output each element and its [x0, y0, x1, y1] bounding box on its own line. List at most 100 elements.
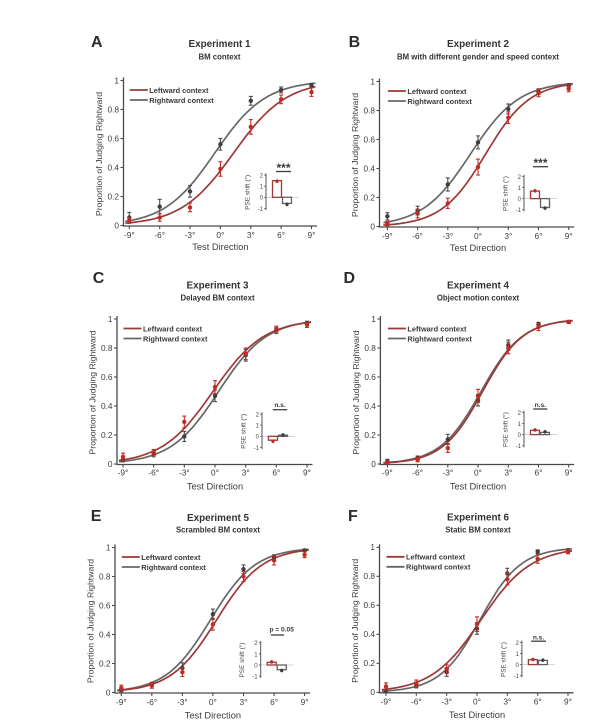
- svg-text:0.6: 0.6: [363, 134, 375, 144]
- svg-text:-6°: -6°: [411, 697, 422, 707]
- svg-text:0: 0: [518, 196, 522, 203]
- svg-text:0.2: 0.2: [99, 658, 111, 668]
- svg-text:2: 2: [256, 412, 260, 419]
- svg-text:Proportion of Judging Rightwar: Proportion of Judging Rightward: [86, 559, 96, 683]
- svg-text:2: 2: [518, 174, 522, 181]
- svg-text:n.s.: n.s.: [274, 402, 286, 409]
- svg-text:-1: -1: [513, 673, 519, 680]
- svg-text:1: 1: [518, 185, 522, 192]
- svg-text:***: ***: [276, 161, 290, 175]
- svg-text:Test Direction: Test Direction: [450, 482, 506, 492]
- svg-text:0°: 0°: [209, 697, 217, 707]
- svg-text:0.8: 0.8: [364, 343, 376, 353]
- svg-text:Rightward context: Rightward context: [141, 563, 206, 572]
- svg-text:-1: -1: [516, 443, 522, 450]
- svg-text:0.2: 0.2: [101, 430, 113, 440]
- svg-text:-9°: -9°: [382, 231, 393, 241]
- svg-text:0°: 0°: [216, 230, 224, 240]
- svg-text:-9°: -9°: [118, 468, 129, 478]
- svg-text:0.4: 0.4: [107, 162, 119, 172]
- svg-text:Proportion of Judging Rightwar: Proportion of Judging Rightward: [350, 559, 360, 683]
- svg-text:Test Direction: Test Direction: [450, 243, 506, 253]
- svg-text:1: 1: [516, 651, 520, 658]
- svg-text:-3°: -3°: [177, 697, 188, 707]
- svg-text:Leftward context: Leftward context: [143, 324, 203, 333]
- svg-text:1: 1: [370, 542, 375, 552]
- svg-text:9°: 9°: [308, 230, 316, 240]
- svg-text:Experiment 5: Experiment 5: [187, 513, 250, 524]
- svg-text:-1: -1: [258, 206, 264, 213]
- svg-text:6°: 6°: [272, 468, 280, 478]
- svg-text:3°: 3°: [504, 231, 512, 241]
- svg-text:-9°: -9°: [381, 697, 392, 707]
- svg-text:Proportion of Judging Rightwar: Proportion of Judging Rightward: [350, 93, 360, 217]
- svg-text:-6°: -6°: [154, 230, 165, 240]
- svg-text:0: 0: [106, 687, 111, 697]
- svg-text:-9°: -9°: [116, 697, 127, 707]
- svg-text:Experiment 2: Experiment 2: [447, 39, 510, 50]
- svg-text:3°: 3°: [503, 697, 511, 707]
- svg-text:0: 0: [260, 195, 264, 202]
- svg-text:6°: 6°: [277, 230, 285, 240]
- svg-text:PSE shift (°): PSE shift (°): [244, 175, 252, 210]
- svg-text:2: 2: [518, 410, 522, 417]
- svg-text:3°: 3°: [247, 230, 255, 240]
- svg-text:0°: 0°: [474, 468, 482, 478]
- svg-text:0.4: 0.4: [364, 401, 376, 411]
- svg-text:Rightward context: Rightward context: [143, 334, 208, 343]
- svg-text:0.4: 0.4: [363, 163, 375, 173]
- svg-text:E: E: [91, 508, 102, 525]
- svg-text:6°: 6°: [535, 468, 543, 478]
- svg-text:1: 1: [370, 76, 375, 86]
- svg-text:1: 1: [254, 651, 258, 658]
- svg-text:0.6: 0.6: [101, 372, 113, 382]
- svg-text:C: C: [93, 270, 105, 287]
- svg-text:Rightward context: Rightward context: [406, 563, 471, 572]
- svg-text:B: B: [349, 34, 361, 51]
- svg-text:0.6: 0.6: [107, 133, 119, 143]
- svg-text:Rightward context: Rightward context: [149, 96, 214, 105]
- svg-text:0.6: 0.6: [364, 372, 376, 382]
- svg-text:p = 0.05: p = 0.05: [270, 627, 295, 634]
- svg-text:A: A: [91, 34, 103, 51]
- svg-text:0.6: 0.6: [363, 600, 375, 610]
- svg-text:-3°: -3°: [179, 468, 190, 478]
- svg-text:-9°: -9°: [382, 468, 393, 478]
- svg-text:0: 0: [516, 662, 520, 669]
- svg-text:0: 0: [256, 434, 260, 441]
- svg-text:Delayed BM context: Delayed BM context: [180, 294, 254, 303]
- svg-text:PSE shift (°): PSE shift (°): [502, 412, 510, 447]
- svg-text:1: 1: [108, 314, 113, 324]
- svg-text:Leftward context: Leftward context: [406, 553, 466, 562]
- svg-text:F: F: [348, 508, 358, 525]
- svg-text:BM context: BM context: [198, 53, 240, 62]
- svg-text:-6°: -6°: [412, 468, 423, 478]
- svg-text:Leftward context: Leftward context: [141, 553, 201, 562]
- svg-text:0.8: 0.8: [101, 343, 113, 353]
- svg-text:0.2: 0.2: [363, 658, 375, 668]
- svg-text:0.4: 0.4: [101, 401, 113, 411]
- svg-text:0.8: 0.8: [363, 105, 375, 115]
- svg-text:0.8: 0.8: [363, 571, 375, 581]
- svg-text:9°: 9°: [303, 468, 311, 478]
- svg-text:Static BM context: Static BM context: [445, 525, 511, 534]
- svg-text:9°: 9°: [565, 468, 573, 478]
- svg-text:1: 1: [371, 314, 376, 324]
- svg-text:n.s.: n.s.: [535, 402, 547, 409]
- svg-text:Test Direction: Test Direction: [187, 482, 243, 492]
- svg-text:1: 1: [106, 542, 111, 552]
- svg-text:Proportion of Judging Rightwar: Proportion of Judging Rightward: [94, 92, 104, 216]
- svg-text:Rightward context: Rightward context: [407, 97, 472, 106]
- svg-text:1: 1: [256, 423, 260, 430]
- svg-text:-6°: -6°: [146, 697, 157, 707]
- svg-text:-3°: -3°: [441, 697, 452, 707]
- svg-text:Experiment 6: Experiment 6: [447, 513, 510, 524]
- svg-text:0.2: 0.2: [364, 430, 376, 440]
- svg-text:Test Direction: Test Direction: [449, 710, 505, 720]
- svg-text:Experiment 1: Experiment 1: [188, 39, 251, 50]
- svg-text:2: 2: [516, 640, 520, 647]
- svg-text:Experiment 3: Experiment 3: [186, 280, 249, 291]
- svg-text:3°: 3°: [504, 468, 512, 478]
- svg-text:Leftward context: Leftward context: [149, 86, 209, 95]
- svg-text:PSE shift (°): PSE shift (°): [240, 414, 248, 449]
